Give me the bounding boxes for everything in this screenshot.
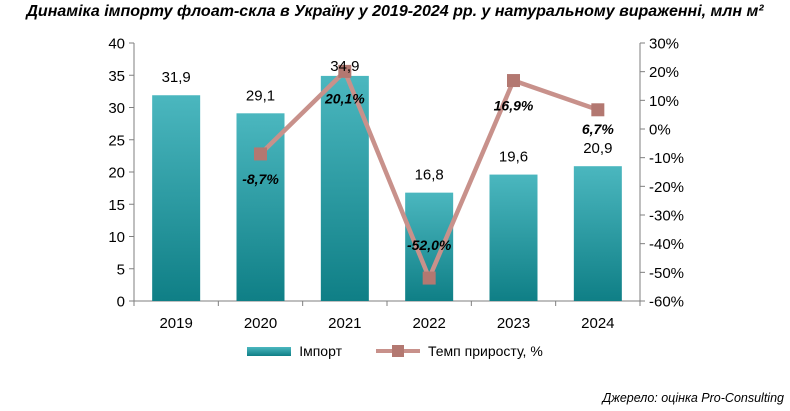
bar-value-label: 29,1	[246, 87, 275, 104]
legend-bar-swatch	[247, 346, 292, 356]
growth-marker	[507, 74, 520, 88]
growth-marker	[591, 103, 605, 117]
legend-label-growth: Темп приросту, %	[427, 343, 543, 359]
y-left-tick-label: 20	[108, 165, 125, 182]
y-left-tick-label: 35	[108, 68, 125, 85]
x-tick-label: 2022	[412, 315, 445, 332]
y-right-tick-label: 30%	[649, 36, 679, 53]
bar-import	[236, 113, 285, 302]
bar-import	[152, 95, 201, 302]
y-right-tick-label: 10%	[649, 93, 679, 110]
y-right-tick-label: -50%	[649, 265, 684, 282]
bar-value-label: 31,9	[162, 69, 191, 86]
bar-import	[573, 166, 622, 301]
y-left-tick-label: 10	[108, 229, 125, 246]
bar-value-label: 20,9	[583, 140, 612, 157]
growth-value-label: -8,7%	[242, 171, 279, 187]
chart-title: Динаміка імпорту флоат-скла в Україну у …	[26, 3, 764, 20]
y-left-tick-label: 0	[117, 294, 125, 311]
bar-value-label: 34,9	[330, 58, 359, 75]
x-tick-label: 2019	[159, 315, 192, 332]
growth-marker	[422, 271, 436, 285]
x-tick-label: 2021	[328, 315, 361, 332]
y-right-tick-label: -10%	[649, 150, 684, 167]
legend: Імпорт Темп приросту, %	[0, 343, 790, 359]
source-note: Джерело: оцінка Pro-Consulting	[602, 391, 784, 405]
y-right-tick-label: -40%	[649, 236, 684, 253]
y-left-tick-label: 15	[108, 197, 125, 214]
growth-marker	[254, 147, 267, 161]
growth-value-label: 16,9%	[494, 98, 534, 114]
bar-value-label: 19,6	[499, 149, 528, 166]
growth-value-label: 6,7%	[582, 121, 614, 137]
y-right-tick-label: 0%	[649, 122, 671, 139]
growth-value-label: 20,1%	[324, 90, 365, 106]
growth-marker	[338, 64, 352, 78]
legend-label-import: Імпорт	[299, 343, 342, 359]
y-left-tick-label: 40	[108, 36, 125, 53]
y-right-tick-label: -20%	[649, 179, 684, 196]
y-right-tick-label: 20%	[649, 64, 679, 81]
growth-value-label: -52,0%	[407, 237, 452, 253]
y-left-tick-label: 30	[108, 100, 125, 117]
bar-value-label: 16,8	[415, 167, 444, 184]
x-tick-label: 2020	[244, 315, 277, 332]
y-right-tick-label: -60%	[649, 294, 684, 311]
x-tick-label: 2024	[581, 315, 614, 332]
y-left-tick-label: 25	[108, 132, 125, 149]
legend-line-swatch	[375, 345, 420, 357]
bar-import	[489, 174, 538, 301]
legend-item-growth: Темп приросту, %	[375, 343, 543, 359]
y-right-tick-label: -30%	[649, 208, 684, 225]
legend-item-import: Імпорт	[247, 343, 342, 359]
y-left-tick-label: 5	[117, 261, 125, 278]
x-tick-label: 2023	[497, 315, 530, 332]
